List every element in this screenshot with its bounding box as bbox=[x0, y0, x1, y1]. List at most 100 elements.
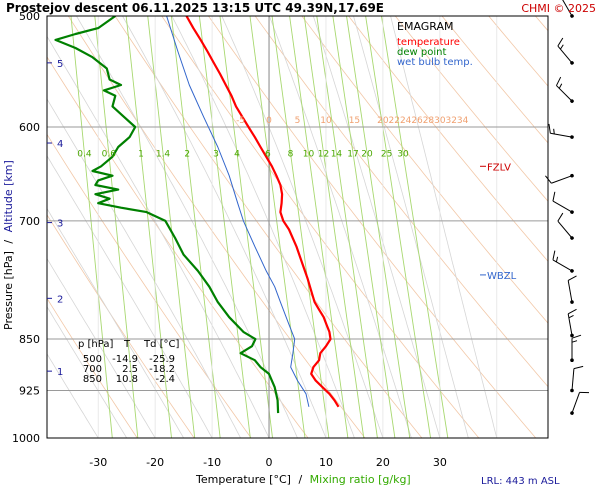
values-table: p [hPa] T Td [°C] 500 -14.9 -25.9 700 2.… bbox=[78, 339, 180, 385]
wind-barb-half-flag bbox=[568, 314, 574, 319]
wind-barb-flag bbox=[567, 308, 577, 315]
temperature-tick-label: -30 bbox=[89, 456, 107, 469]
mixing-ratio-label: 0.4 bbox=[77, 150, 92, 160]
table-row: 850 bbox=[83, 374, 102, 385]
isotherm-value-label: 32 bbox=[445, 116, 456, 126]
dry-adiabat-line bbox=[488, 16, 548, 87]
dry-adiabat-line bbox=[208, 16, 537, 438]
pressure-tick-label: 600 bbox=[19, 121, 40, 134]
mixing-ratio-label: 4 bbox=[234, 150, 240, 160]
dry-adiabat-line bbox=[68, 16, 366, 438]
temperature-tick-label: 20 bbox=[376, 456, 390, 469]
wind-barb-flag bbox=[548, 123, 551, 134]
isotherm-value-label: 10 bbox=[320, 116, 332, 126]
mixing-ratio-line bbox=[198, 16, 251, 438]
wind-barb bbox=[567, 275, 577, 304]
dry-adiabat-line bbox=[441, 16, 548, 144]
mixing-ratio-label: 25 bbox=[381, 150, 392, 160]
mixing-ratio-label: 1 bbox=[138, 150, 144, 160]
wind-barb-staff bbox=[567, 280, 573, 303]
saturated-adiabat-line bbox=[47, 35, 270, 438]
legend-wet-bulb: wet bulb temp. bbox=[397, 57, 473, 68]
legend: EMAGRAM temperature dew point wet bulb t… bbox=[397, 20, 473, 68]
fzlv-label: FZLV bbox=[487, 162, 511, 173]
isotherm-value-label: 5 bbox=[295, 116, 301, 126]
saturated-adiabat-line bbox=[171, 16, 355, 438]
wind-barb bbox=[552, 250, 574, 273]
wind-barb bbox=[570, 365, 584, 393]
wind-barb bbox=[557, 212, 574, 240]
pressure-tick-label: 925 bbox=[19, 385, 40, 398]
saturated-adiabat-line bbox=[47, 353, 99, 438]
saturated-adiabat-line bbox=[390, 16, 498, 438]
mixing-ratio-label: 14 bbox=[331, 150, 343, 160]
mixing-ratio-label: 0.6 bbox=[102, 150, 117, 160]
wind-barb-staff bbox=[551, 175, 573, 184]
temperature-tick-label: 30 bbox=[433, 456, 447, 469]
wind-barb bbox=[570, 391, 590, 415]
pressure-tick-label: 700 bbox=[19, 215, 40, 228]
dry-adiabat-line bbox=[535, 16, 548, 32]
mixing-ratio-label: 6 bbox=[265, 150, 271, 160]
pressure-tick-label: 850 bbox=[19, 333, 40, 346]
table-header-t: T bbox=[123, 339, 131, 350]
mixing-ratio-label: 30 bbox=[397, 150, 409, 160]
chart-title: Prostejov descent 06.11.2025 13:15 UTC 4… bbox=[6, 1, 384, 15]
temperature-tick-label: 0 bbox=[266, 456, 273, 469]
y-axis-label-altitude: Altitude [km] bbox=[2, 160, 15, 232]
dry-adiabat-line bbox=[254, 16, 548, 388]
mixing-ratio-label: 20 bbox=[361, 150, 373, 160]
y-axis-label-sep: / bbox=[2, 240, 15, 244]
mixing-ratio-line bbox=[70, 16, 113, 438]
dry-adiabat-line bbox=[161, 16, 480, 438]
temperature-tick-label: -10 bbox=[203, 456, 221, 469]
dew-point-line bbox=[54, 16, 280, 414]
wind-barb-flag bbox=[545, 175, 552, 184]
mixing-ratio-line bbox=[249, 16, 306, 438]
mixing-ratio-label: 8 bbox=[288, 150, 294, 160]
isotherm-value-label: 34 bbox=[457, 116, 469, 126]
altitude-tick-label: 5 bbox=[57, 59, 63, 70]
x-axis-label-sep: / bbox=[298, 473, 302, 486]
mixing-ratio-label: 1.4 bbox=[156, 150, 171, 160]
dry-adiabat-line bbox=[47, 133, 252, 438]
altitude-tick-label: 1 bbox=[57, 367, 63, 378]
temperature-tick-label: -20 bbox=[146, 456, 164, 469]
grid-layer bbox=[47, 16, 548, 438]
dry-adiabat-line bbox=[394, 16, 548, 202]
wind-barb-staff bbox=[552, 200, 573, 213]
saturated-adiabat-line bbox=[122, 16, 327, 438]
mixing-ratio-line bbox=[303, 16, 365, 438]
altitude-tick-label: 3 bbox=[57, 219, 63, 230]
isotherm-value-label: -5 bbox=[236, 116, 245, 126]
table-row: 700 bbox=[83, 364, 102, 375]
wind-barb-flag bbox=[557, 212, 564, 222]
wind-barb-half-flag bbox=[555, 256, 559, 263]
dry-adiabat-line bbox=[47, 214, 195, 438]
wind-barb bbox=[555, 76, 574, 103]
wind-barb-staff bbox=[557, 45, 573, 64]
mixing-ratio-line bbox=[170, 16, 221, 438]
isotherm-value-label: 0 bbox=[266, 116, 272, 126]
mixing-ratio-label: 17 bbox=[347, 150, 358, 160]
mixing-ratio-label: 12 bbox=[318, 150, 329, 160]
wind-barb bbox=[545, 173, 574, 184]
wind-barb-flag bbox=[552, 191, 556, 202]
wet-bulb-line bbox=[166, 16, 310, 407]
isotherm-value-label: 30 bbox=[434, 116, 446, 126]
y-axis-label: Pressure [hPa] / Altitude [km] bbox=[2, 160, 15, 330]
table-row: 10.8 bbox=[116, 374, 138, 385]
mixing-ratio-line bbox=[316, 16, 378, 438]
wind-barb-flag bbox=[555, 76, 562, 86]
table-header-p: p [hPa] bbox=[78, 339, 113, 350]
wind-barb-staff bbox=[557, 220, 573, 239]
dry-adiabat-line bbox=[348, 16, 548, 262]
wind-barb-staff bbox=[556, 85, 573, 102]
y-axis-label-pressure: Pressure [hPa] bbox=[2, 251, 15, 330]
wind-barb-flag bbox=[567, 275, 577, 281]
wind-barb-half-flag bbox=[558, 83, 563, 89]
mixing-ratio-line bbox=[346, 16, 411, 438]
saturated-adiabat-line bbox=[47, 257, 156, 438]
altitude-tick-label: 4 bbox=[57, 139, 63, 150]
